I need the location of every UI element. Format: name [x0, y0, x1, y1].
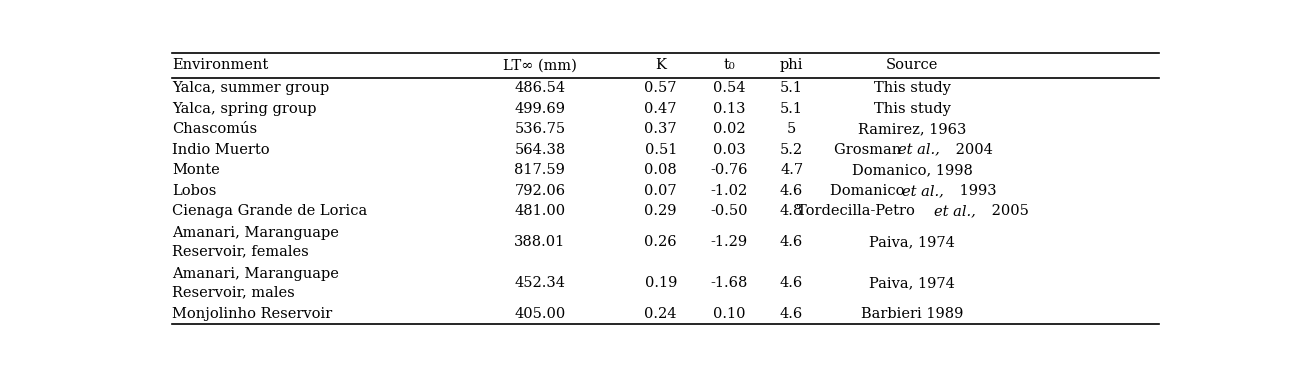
Text: 5.1: 5.1: [781, 102, 803, 116]
Text: 0.13: 0.13: [713, 102, 746, 116]
Text: Grosman: Grosman: [834, 143, 905, 157]
Text: Barbieri 1989: Barbieri 1989: [861, 307, 964, 321]
Text: Indio Muerto: Indio Muerto: [173, 143, 270, 157]
Text: Paiva, 1974: Paiva, 1974: [869, 235, 955, 249]
Text: Cienaga Grande de Lorica: Cienaga Grande de Lorica: [173, 204, 368, 219]
Text: 499.69: 499.69: [514, 102, 565, 116]
Text: -1.02: -1.02: [711, 184, 748, 198]
Text: 0.10: 0.10: [713, 307, 746, 321]
Text: This study: This study: [874, 81, 951, 95]
Text: Amanari, Maranguape: Amanari, Maranguape: [173, 267, 339, 281]
Text: 4.6: 4.6: [779, 276, 803, 290]
Text: Reservoir, females: Reservoir, females: [173, 244, 309, 259]
Text: Tordecilla-Petro: Tordecilla-Petro: [798, 204, 920, 219]
Text: Reservoir, males: Reservoir, males: [173, 286, 295, 300]
Text: Yalca, spring group: Yalca, spring group: [173, 102, 317, 116]
Text: Amanari, Maranguape: Amanari, Maranguape: [173, 226, 339, 240]
Text: 792.06: 792.06: [514, 184, 565, 198]
Text: 0.37: 0.37: [644, 122, 677, 136]
Text: 5.2: 5.2: [779, 143, 803, 157]
Text: Ramirez, 1963: Ramirez, 1963: [859, 122, 966, 136]
Text: Domanico, 1998: Domanico, 1998: [852, 163, 973, 177]
Text: 0.26: 0.26: [644, 235, 677, 249]
Text: -1.68: -1.68: [711, 276, 748, 290]
Text: This study: This study: [874, 102, 951, 116]
Text: 4.6: 4.6: [779, 235, 803, 249]
Text: K: K: [655, 58, 666, 72]
Text: 0.07: 0.07: [644, 184, 677, 198]
Text: -0.76: -0.76: [711, 163, 748, 177]
Text: 564.38: 564.38: [514, 143, 565, 157]
Text: Environment: Environment: [173, 58, 269, 72]
Text: Chascomús: Chascomús: [173, 122, 257, 136]
Text: 2004: 2004: [951, 143, 992, 157]
Text: Yalca, summer group: Yalca, summer group: [173, 81, 330, 95]
Text: t₀: t₀: [724, 58, 735, 72]
Text: LT∞ (mm): LT∞ (mm): [503, 58, 577, 72]
Text: 481.00: 481.00: [514, 204, 565, 219]
Text: 0.54: 0.54: [713, 81, 746, 95]
Text: 486.54: 486.54: [514, 81, 565, 95]
Text: 0.57: 0.57: [644, 81, 677, 95]
Text: 452.34: 452.34: [514, 276, 565, 290]
Text: 2005: 2005: [987, 204, 1029, 219]
Text: Monjolinho Reservoir: Monjolinho Reservoir: [173, 307, 333, 321]
Text: 4.7: 4.7: [779, 163, 803, 177]
Text: 388.01: 388.01: [514, 235, 565, 249]
Text: 4.8: 4.8: [779, 204, 803, 219]
Text: Monte: Monte: [173, 163, 221, 177]
Text: 4.6: 4.6: [779, 307, 803, 321]
Text: phi: phi: [779, 58, 803, 72]
Text: 536.75: 536.75: [514, 122, 565, 136]
Text: -1.29: -1.29: [711, 235, 748, 249]
Text: Lobos: Lobos: [173, 184, 217, 198]
Text: 0.03: 0.03: [713, 143, 746, 157]
Text: -0.50: -0.50: [711, 204, 748, 219]
Text: 1993: 1993: [955, 184, 996, 198]
Text: 0.24: 0.24: [644, 307, 677, 321]
Text: Source: Source: [886, 58, 939, 72]
Text: et al.,: et al.,: [934, 204, 976, 219]
Text: Domanico: Domanico: [830, 184, 909, 198]
Text: 5: 5: [787, 122, 796, 136]
Text: 0.02: 0.02: [713, 122, 746, 136]
Text: 0.29: 0.29: [644, 204, 677, 219]
Text: 4.6: 4.6: [779, 184, 803, 198]
Text: 0.08: 0.08: [644, 163, 677, 177]
Text: 817.59: 817.59: [514, 163, 565, 177]
Text: 0.51: 0.51: [644, 143, 677, 157]
Text: 405.00: 405.00: [514, 307, 565, 321]
Text: 5.1: 5.1: [781, 81, 803, 95]
Text: et al.,: et al.,: [902, 184, 943, 198]
Text: et al.,: et al.,: [898, 143, 939, 157]
Text: Paiva, 1974: Paiva, 1974: [869, 276, 955, 290]
Text: 0.19: 0.19: [644, 276, 677, 290]
Text: 0.47: 0.47: [644, 102, 677, 116]
